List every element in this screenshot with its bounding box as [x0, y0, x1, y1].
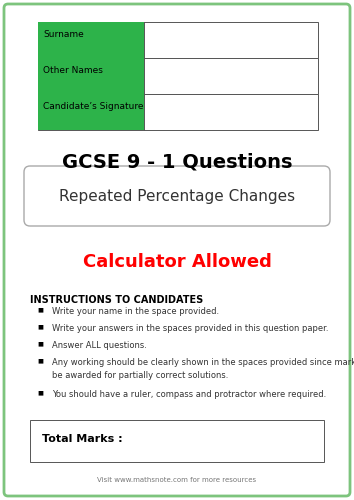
Text: You should have a ruler, compass and protractor where required.: You should have a ruler, compass and pro… — [52, 390, 326, 399]
Text: Surname: Surname — [43, 30, 84, 39]
Bar — [38, 94, 318, 130]
Text: Other Names: Other Names — [43, 66, 103, 75]
Text: Total Marks :: Total Marks : — [42, 434, 122, 444]
Text: Calculator Allowed: Calculator Allowed — [82, 253, 272, 271]
Bar — [38, 94, 144, 130]
Text: Any working should be clearly shown in the spaces provided since marks may: Any working should be clearly shown in t… — [52, 358, 354, 367]
Text: Candidate’s Signature: Candidate’s Signature — [43, 102, 143, 111]
Text: Repeated Percentage Changes: Repeated Percentage Changes — [59, 188, 295, 204]
Bar — [38, 58, 144, 94]
FancyBboxPatch shape — [24, 166, 330, 226]
Text: Answer ALL questions.: Answer ALL questions. — [52, 341, 147, 350]
Text: Write your answers in the spaces provided in this question paper.: Write your answers in the spaces provide… — [52, 324, 329, 333]
Text: INSTRUCTIONS TO CANDIDATES: INSTRUCTIONS TO CANDIDATES — [30, 295, 203, 305]
Text: ■: ■ — [37, 324, 43, 329]
Text: Visit www.mathsnote.com for more resources: Visit www.mathsnote.com for more resourc… — [97, 477, 257, 483]
Text: ■: ■ — [37, 341, 43, 346]
Text: be awarded for partially correct solutions.: be awarded for partially correct solutio… — [52, 371, 228, 380]
Text: GCSE 9 - 1 Questions: GCSE 9 - 1 Questions — [62, 152, 292, 172]
FancyBboxPatch shape — [4, 4, 350, 496]
Text: ■: ■ — [37, 358, 43, 363]
Bar — [38, 58, 318, 94]
Text: ■: ■ — [37, 307, 43, 312]
Bar — [38, 22, 144, 58]
Bar — [38, 22, 318, 58]
Text: ■: ■ — [37, 390, 43, 395]
Text: Write your name in the space provided.: Write your name in the space provided. — [52, 307, 219, 316]
Bar — [30, 420, 324, 462]
